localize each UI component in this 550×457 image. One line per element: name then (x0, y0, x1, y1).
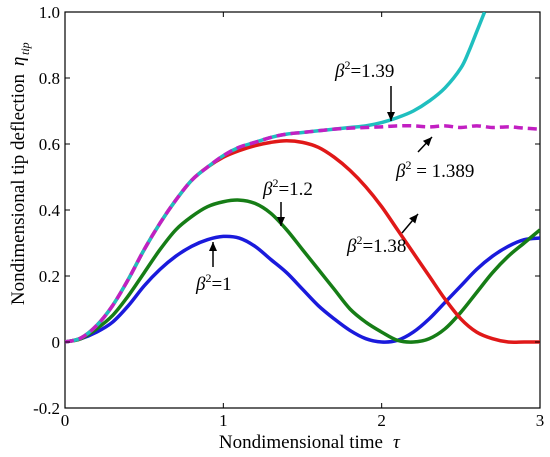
annotation-1: β2=1.2 (262, 176, 313, 226)
y-tick-label: 0.2 (39, 267, 60, 286)
annotation-arrow-head (422, 137, 432, 147)
annotation-label: β2=1.2 (262, 176, 313, 200)
x-axis-label: Nondimensional time (219, 432, 383, 453)
y-axis-label-text: Nondimensional tip deflection (8, 74, 29, 306)
y-tick-label: 1.0 (39, 3, 60, 22)
y-tick-label: -0.2 (33, 399, 60, 418)
annotation-layer: β2=1 β2=1.2 β2=1.38 β2=1.39 β2 = 1.389 (195, 58, 474, 295)
annotation-label: β2=1 (195, 271, 232, 295)
y-tick-label: 0.8 (39, 69, 60, 88)
x-tick-label: 0 (61, 411, 70, 430)
series-line-1 (65, 198, 540, 344)
plot-frame (64, 11, 541, 409)
x-tick-label: 3 (536, 411, 545, 430)
annotation-4: β2 = 1.389 (395, 136, 474, 182)
y-tick-label: 0.4 (39, 201, 61, 220)
ticks-layer: 0 1 2 3-0.200.20.40.60.81.0 (33, 3, 544, 430)
y-axis-symbol: η (8, 57, 29, 66)
y-axis-label: Nondimensional tip deflection (8, 74, 29, 306)
annotation-label: β2=1.38 (346, 233, 406, 257)
series-line-4 (65, 123, 540, 344)
x-tick-label: 1 (219, 411, 228, 430)
x-axis-label-text: Nondimensional time (219, 432, 383, 453)
annotation-label: β2=1.39 (334, 58, 394, 82)
y-tick-label: 0.6 (39, 135, 60, 154)
annotation-0: β2=1 (195, 242, 232, 295)
annotation-arrow-head (409, 214, 418, 224)
annotation-label: β2 = 1.389 (395, 158, 474, 182)
annotation-arrow-head (209, 242, 217, 251)
annotation-arrow-head (387, 112, 395, 121)
series-layer (65, 12, 540, 344)
annotation-arrow-head (277, 217, 285, 226)
x-axis-symbol: τ (393, 432, 401, 453)
x-tick-label: 2 (377, 411, 386, 430)
y-axis-subscript: tip (18, 42, 32, 55)
y-tick-label: 0 (52, 333, 61, 352)
plot-border (64, 11, 541, 409)
annotation-3: β2=1.39 (334, 58, 395, 121)
series-line-0 (65, 234, 540, 344)
annotation-2: β2=1.38 (346, 213, 419, 257)
